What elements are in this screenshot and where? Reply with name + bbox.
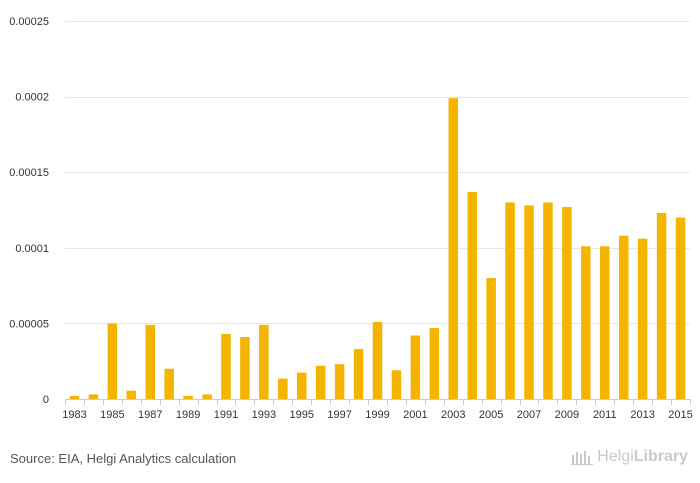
- bars: [69, 98, 686, 400]
- bar-1984: [88, 394, 99, 399]
- x-tick-label: 2005: [479, 409, 503, 421]
- source-note: Source: EIA, Helgi Analytics calculation: [10, 451, 237, 466]
- x-tick-label: 1995: [289, 409, 313, 421]
- bar-1993: [259, 324, 269, 399]
- bar-2003: [448, 98, 459, 400]
- bar-1997: [334, 364, 345, 399]
- bar-2012: [618, 235, 629, 399]
- bar-2002: [429, 327, 440, 399]
- bar-2015: [675, 217, 686, 399]
- bar-2001: [410, 335, 421, 399]
- bar-1986: [126, 390, 137, 399]
- bar-1990: [202, 394, 212, 399]
- x-tick-label: 1985: [100, 409, 124, 421]
- y-tick-label: 0.0002: [15, 92, 49, 104]
- x-axis-labels: 1983 1985 1987 1989 1991 1993 1995 1997 1999 2001…: [62, 409, 693, 421]
- brand-name-part2: Library: [633, 448, 688, 465]
- bar-1996: [315, 365, 326, 399]
- bar-1985: [107, 323, 118, 399]
- library-logo-icon: [571, 451, 594, 465]
- bar-1988: [164, 368, 174, 399]
- x-tick-label: 2001: [403, 409, 427, 421]
- x-tick-label: 2013: [630, 409, 654, 421]
- x-tick-label: 2007: [517, 409, 541, 421]
- bar-2013: [637, 238, 648, 399]
- x-tick-label: 1989: [176, 409, 200, 421]
- gridlines: [65, 21, 690, 400]
- x-axis-ticks: [65, 399, 691, 405]
- brand-logo: Helgi Library: [571, 448, 688, 466]
- y-tick-label: 0: [43, 394, 49, 406]
- x-tick-label: 1999: [365, 409, 389, 421]
- bar-1994: [278, 378, 288, 399]
- bar-2005: [486, 278, 496, 399]
- brand-name-part1: Helgi: [597, 448, 634, 465]
- y-tick-label: 0.00015: [9, 167, 49, 179]
- bar-2010: [581, 246, 591, 399]
- bar-1998: [353, 349, 364, 399]
- bar-2009: [562, 206, 572, 399]
- bar-2014: [656, 213, 667, 399]
- x-tick-label: 1993: [252, 409, 276, 421]
- bar-1995: [296, 372, 307, 399]
- y-tick-label: 0.00025: [9, 16, 49, 28]
- x-tick-label: 2011: [593, 409, 617, 421]
- bar-2006: [505, 202, 515, 399]
- bar-2004: [467, 191, 477, 399]
- y-tick-label: 0.0001: [15, 243, 49, 255]
- x-tick-label: 2015: [668, 409, 692, 421]
- bar-2007: [524, 205, 534, 399]
- bar-1999: [372, 321, 383, 399]
- x-tick-label: 2009: [555, 409, 579, 421]
- bar-2011: [600, 246, 610, 399]
- bar-1983: [69, 395, 80, 399]
- x-tick-label: 1983: [62, 409, 86, 421]
- x-tick-label: 2003: [441, 409, 465, 421]
- bar-2008: [543, 202, 553, 399]
- bar-2000: [391, 370, 402, 399]
- bar-1991: [221, 333, 231, 399]
- x-tick-label: 1987: [138, 409, 162, 421]
- y-tick-label: 0.00005: [9, 318, 49, 330]
- y-axis-labels: 0 0.00005 0.0001 0.00015 0.0002 0.00025: [9, 16, 49, 406]
- bar-1989: [183, 395, 193, 399]
- x-tick-label: 1997: [327, 409, 351, 421]
- bar-1992: [240, 337, 250, 399]
- bar-1987: [145, 324, 155, 399]
- x-tick-label: 1991: [214, 409, 238, 421]
